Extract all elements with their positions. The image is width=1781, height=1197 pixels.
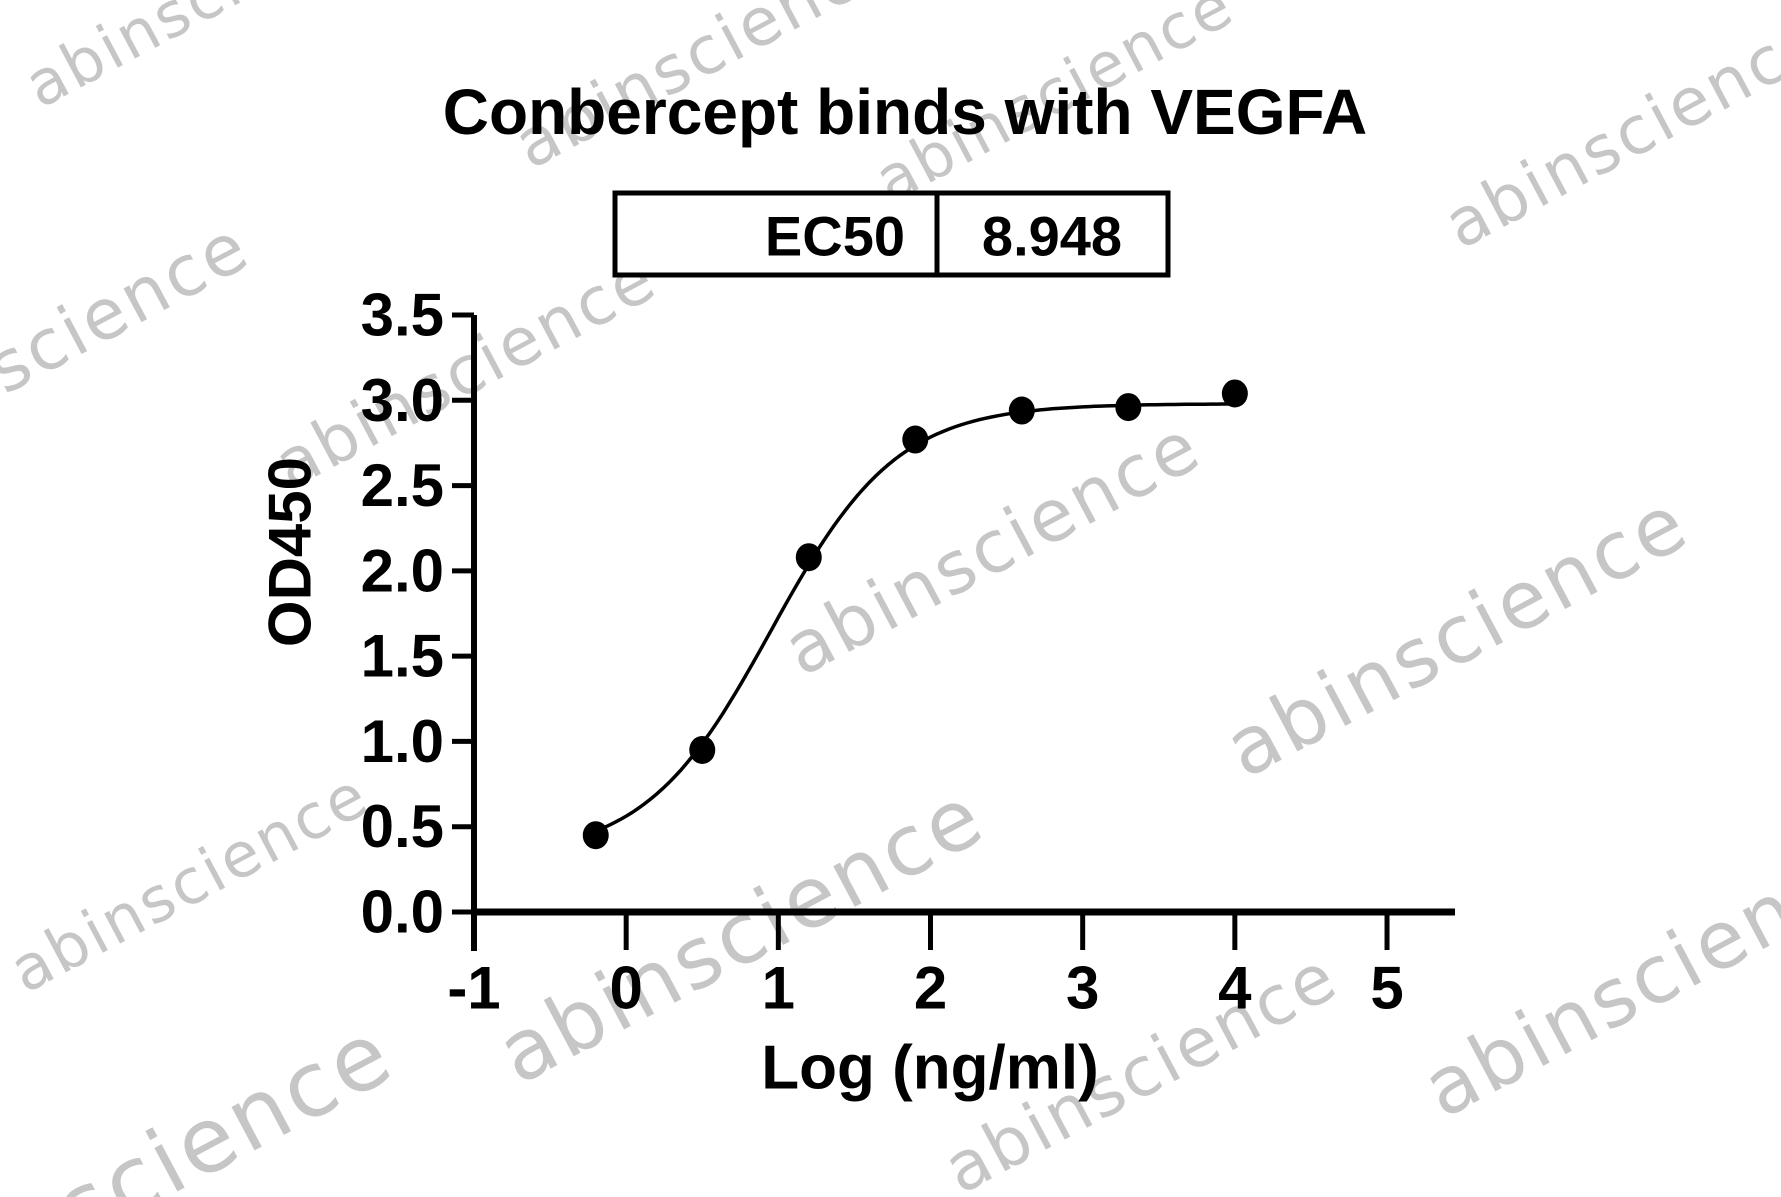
data-point bbox=[1008, 396, 1035, 425]
x-tick-label: 4 bbox=[1218, 955, 1252, 1022]
x-tick-label: 5 bbox=[1370, 955, 1403, 1022]
data-points-layer bbox=[582, 379, 1248, 850]
watermark-text: abinscience bbox=[1408, 815, 1781, 1136]
x-axis-title: Log (ng/ml) bbox=[761, 1034, 1098, 1103]
ec50-table: EC50 8.948 bbox=[612, 190, 1171, 278]
x-tick-label: 3 bbox=[1066, 955, 1099, 1022]
data-point bbox=[902, 425, 929, 454]
x-tick-label: 1 bbox=[762, 955, 795, 1022]
x-tick-label: -1 bbox=[447, 955, 500, 1022]
y-tick-label: 3.5 bbox=[361, 282, 444, 349]
y-tick-label: 0.0 bbox=[361, 879, 444, 946]
y-tick-label: 3.0 bbox=[361, 367, 444, 434]
watermark-text: abinscience bbox=[0, 758, 380, 1008]
ec50-label: EC50 bbox=[765, 205, 905, 268]
y-tick-label: 1.0 bbox=[361, 708, 444, 775]
data-point bbox=[1115, 393, 1142, 422]
watermark-text: abinscience bbox=[13, 0, 396, 122]
data-point bbox=[1221, 379, 1248, 408]
y-tick-label: 2.5 bbox=[361, 452, 444, 519]
watermark-text: abinscience bbox=[1210, 475, 1703, 796]
watermark-text: abinscience bbox=[770, 403, 1214, 692]
text-layer: 0.0 0.5 1.0 1.5 2.0 2.5 3.0 3.5 -1 0 1 2 3 4 5 Conberce… bbox=[257, 76, 1404, 1103]
watermark-text: abinscience bbox=[0, 205, 262, 486]
axes-layer bbox=[452, 312, 1455, 951]
x-tick-label: 0 bbox=[609, 955, 642, 1022]
watermark-text: abinscience bbox=[0, 1000, 410, 1197]
y-axis-title: OD450 bbox=[257, 457, 324, 647]
data-point bbox=[795, 543, 822, 572]
y-tick-label: 0.5 bbox=[361, 793, 444, 860]
y-tick-label: 1.5 bbox=[361, 623, 444, 690]
data-point bbox=[582, 821, 609, 850]
y-tick-label: 2.0 bbox=[361, 537, 444, 604]
chart-title: Conbercept binds with VEGFA bbox=[443, 76, 1368, 148]
ec50-table-border bbox=[612, 190, 1171, 278]
ec50-value: 8.948 bbox=[982, 205, 1122, 268]
data-point bbox=[689, 735, 716, 764]
x-tick-label: 2 bbox=[914, 955, 947, 1022]
watermark-text: abinscience bbox=[1432, 0, 1781, 264]
